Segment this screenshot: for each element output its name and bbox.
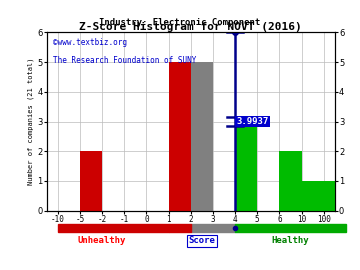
Text: 3.9937: 3.9937 — [236, 117, 269, 126]
Text: Industry: Electronic Component: Industry: Electronic Component — [99, 18, 261, 26]
Bar — [235, 224, 346, 232]
Text: ©www.textbiz.org: ©www.textbiz.org — [53, 38, 127, 47]
Bar — [80, 151, 102, 211]
Bar — [279, 151, 302, 211]
Bar — [191, 62, 213, 211]
Bar — [302, 181, 324, 211]
Text: Unhealthy: Unhealthy — [78, 237, 126, 245]
Bar — [235, 122, 257, 211]
Bar — [58, 224, 168, 232]
Title: Z-Score Histogram for NOVT (2016): Z-Score Histogram for NOVT (2016) — [80, 22, 302, 32]
Bar — [191, 224, 235, 232]
Bar — [168, 224, 191, 232]
Bar — [168, 62, 191, 211]
Text: Healthy: Healthy — [272, 237, 309, 245]
Y-axis label: Number of companies (21 total): Number of companies (21 total) — [28, 58, 35, 185]
Text: Score: Score — [188, 237, 215, 245]
Bar — [324, 181, 346, 211]
Text: The Research Foundation of SUNY: The Research Foundation of SUNY — [53, 56, 196, 65]
